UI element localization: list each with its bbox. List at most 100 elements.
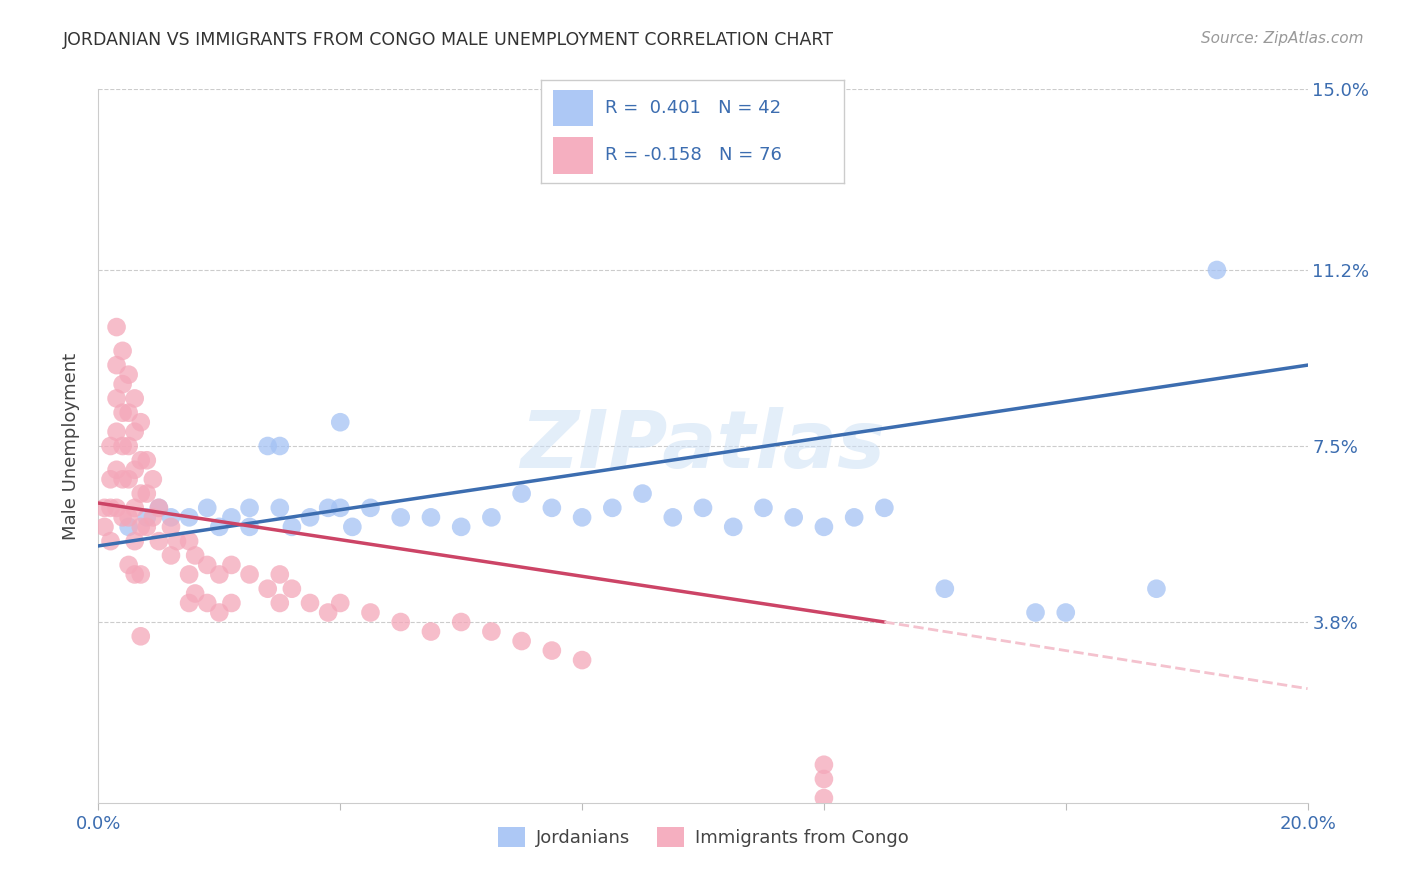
Point — [269, 596, 291, 610]
Point — [160, 510, 183, 524]
Text: R =  0.401   N = 42: R = 0.401 N = 42 — [605, 99, 780, 117]
Point — [221, 596, 243, 610]
Point — [118, 439, 141, 453]
Point — [124, 425, 146, 439]
Point — [481, 510, 503, 524]
Point — [934, 582, 956, 596]
Point — [111, 406, 134, 420]
Point — [124, 567, 146, 582]
Point — [450, 615, 472, 629]
Y-axis label: Male Unemployment: Male Unemployment — [62, 352, 80, 540]
Point — [873, 500, 896, 515]
Point — [450, 520, 472, 534]
Point — [316, 606, 339, 620]
Point — [208, 520, 231, 534]
Point — [510, 634, 533, 648]
Point — [142, 472, 165, 486]
Text: Source: ZipAtlas.com: Source: ZipAtlas.com — [1201, 31, 1364, 46]
Point — [124, 500, 146, 515]
Point — [135, 486, 157, 500]
Point — [420, 510, 443, 524]
Point — [111, 343, 134, 358]
Point — [783, 510, 806, 524]
Point — [111, 377, 134, 392]
Point — [813, 791, 835, 805]
Point — [844, 510, 866, 524]
Point — [208, 606, 231, 620]
Point — [184, 549, 207, 563]
Point — [269, 567, 291, 582]
Point — [510, 486, 533, 500]
Point — [195, 596, 218, 610]
Point — [148, 534, 170, 549]
Point — [111, 472, 134, 486]
FancyBboxPatch shape — [554, 89, 593, 127]
Point — [360, 606, 382, 620]
Point — [256, 439, 278, 453]
Point — [160, 549, 183, 563]
Point — [571, 510, 593, 524]
Point — [1206, 263, 1229, 277]
Point — [221, 510, 243, 524]
Text: JORDANIAN VS IMMIGRANTS FROM CONGO MALE UNEMPLOYMENT CORRELATION CHART: JORDANIAN VS IMMIGRANTS FROM CONGO MALE … — [63, 31, 834, 49]
Point — [195, 500, 218, 515]
Text: ZIPatlas: ZIPatlas — [520, 407, 886, 485]
Text: R = -0.158   N = 76: R = -0.158 N = 76 — [605, 146, 782, 164]
Point — [299, 510, 322, 524]
Point — [129, 629, 152, 643]
Point — [329, 596, 352, 610]
Point — [166, 534, 188, 549]
Point — [105, 425, 128, 439]
Point — [105, 463, 128, 477]
Point — [571, 653, 593, 667]
Point — [93, 520, 115, 534]
Point — [195, 558, 218, 572]
Point — [129, 520, 152, 534]
Point — [160, 520, 183, 534]
Point — [1144, 582, 1167, 596]
Point — [111, 439, 134, 453]
Point — [481, 624, 503, 639]
Point — [179, 534, 201, 549]
Point — [105, 500, 128, 515]
Point — [329, 415, 352, 429]
Point — [752, 500, 775, 515]
Point — [813, 520, 835, 534]
Point — [1024, 606, 1046, 620]
Point — [269, 439, 291, 453]
Point — [661, 510, 683, 524]
Point — [129, 486, 152, 500]
Point — [93, 500, 115, 515]
Point — [329, 500, 352, 515]
Point — [105, 392, 128, 406]
Point — [420, 624, 443, 639]
Point — [118, 558, 141, 572]
Point — [111, 510, 134, 524]
Point — [239, 500, 262, 515]
Point — [221, 558, 243, 572]
Point — [540, 500, 562, 515]
Point — [692, 500, 714, 515]
Point — [100, 439, 122, 453]
Point — [316, 500, 339, 515]
Point — [342, 520, 364, 534]
Point — [118, 510, 141, 524]
Point — [118, 520, 141, 534]
Point — [1054, 606, 1077, 620]
Point — [389, 615, 412, 629]
FancyBboxPatch shape — [554, 136, 593, 174]
Point — [269, 500, 291, 515]
Point — [142, 510, 165, 524]
Point — [105, 320, 128, 334]
Point — [602, 500, 624, 515]
Point — [239, 567, 262, 582]
Point — [281, 582, 304, 596]
Point — [723, 520, 745, 534]
Point — [256, 582, 278, 596]
Point — [179, 510, 201, 524]
Point — [129, 453, 152, 467]
Point — [135, 510, 157, 524]
Point — [299, 596, 322, 610]
Point — [281, 520, 304, 534]
Point — [239, 520, 262, 534]
